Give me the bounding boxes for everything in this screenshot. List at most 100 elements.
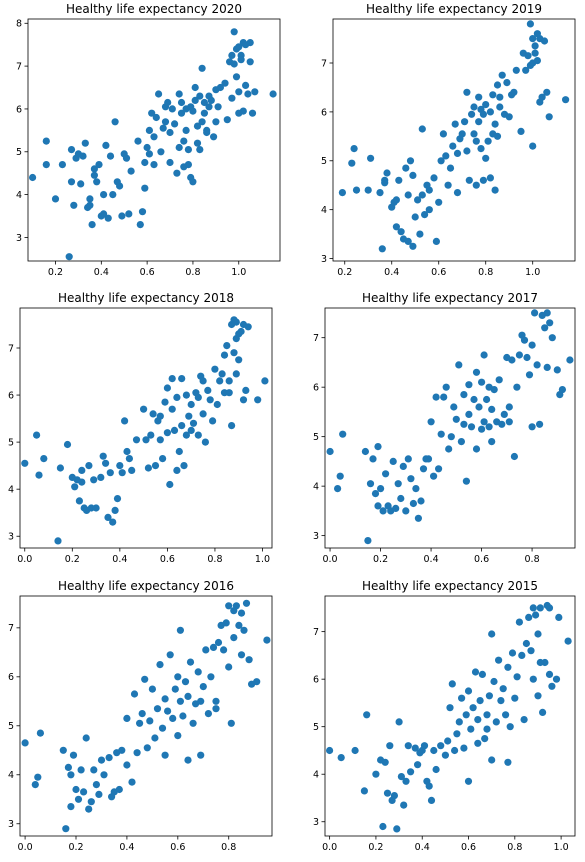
data-point <box>182 391 190 399</box>
data-point <box>140 405 148 413</box>
data-point <box>118 212 126 220</box>
data-point <box>189 419 198 427</box>
data-point <box>417 497 425 505</box>
data-point <box>63 440 72 449</box>
data-point <box>88 221 96 229</box>
data-point <box>425 186 433 194</box>
data-point <box>104 513 112 522</box>
data-point <box>448 680 456 688</box>
data-point <box>444 181 452 189</box>
data-point <box>28 173 37 182</box>
data-point <box>198 118 206 126</box>
data-point <box>461 118 469 126</box>
x-tick-label: 0.6 <box>474 554 489 565</box>
data-point <box>545 113 553 121</box>
data-point <box>361 447 369 456</box>
data-point <box>548 682 556 690</box>
data-point <box>540 37 549 45</box>
data-point <box>225 377 233 385</box>
data-point <box>102 141 110 149</box>
data-point <box>366 480 375 488</box>
data-point <box>85 805 93 813</box>
data-point <box>504 663 512 671</box>
plot-frame <box>324 307 576 549</box>
data-point <box>480 351 488 359</box>
data-point <box>529 142 537 150</box>
data-point <box>225 602 233 610</box>
data-point <box>191 96 199 104</box>
data-point <box>374 502 382 510</box>
data-point <box>147 431 155 439</box>
data-point <box>86 195 94 203</box>
data-point <box>204 386 212 394</box>
data-point <box>185 412 193 420</box>
y-tick-label: 3 <box>8 532 14 543</box>
data-points <box>326 309 574 545</box>
data-point <box>109 191 117 199</box>
data-point <box>171 685 179 693</box>
data-point <box>409 171 417 179</box>
data-point <box>432 393 440 401</box>
chart-panel-3: Healthy life expectancy 2017 0.0 0.2 0.4 0.6… <box>313 291 576 565</box>
data-point <box>145 150 153 158</box>
chart-title: Healthy life expectancy 2019 <box>366 2 542 16</box>
data-point <box>505 403 513 411</box>
data-point <box>496 103 504 111</box>
data-point <box>104 214 112 222</box>
data-point <box>478 425 486 433</box>
data-point <box>150 161 158 169</box>
data-point <box>543 363 551 371</box>
data-point <box>455 361 463 369</box>
data-point <box>409 242 417 250</box>
data-point <box>490 386 498 394</box>
data-point <box>158 724 167 732</box>
y-tick-label: 7 <box>313 333 319 344</box>
data-point <box>197 697 205 705</box>
x-tick-label: 0.6 <box>170 842 185 853</box>
x-tick-label: 0.2 <box>48 267 63 278</box>
data-point <box>184 146 192 154</box>
data-point <box>444 737 452 745</box>
data-point <box>460 420 468 428</box>
data-point <box>399 462 407 470</box>
data-point <box>191 83 199 92</box>
data-point <box>159 455 167 463</box>
data-point <box>111 118 119 126</box>
plot-frame <box>27 18 281 262</box>
data-point <box>122 154 131 162</box>
data-point <box>173 466 181 474</box>
data-point <box>109 518 117 526</box>
data-point <box>439 130 447 138</box>
data-point <box>369 455 377 463</box>
data-point <box>523 353 531 362</box>
y-tick-label: 4 <box>8 770 14 781</box>
data-point <box>82 734 90 742</box>
data-point <box>237 327 245 336</box>
y-tick-label: 8 <box>16 19 22 30</box>
data-point <box>425 782 433 790</box>
data-point <box>407 475 415 483</box>
data-point <box>392 504 400 512</box>
data-point <box>138 710 146 718</box>
data-point <box>409 499 417 508</box>
data-point <box>155 90 163 98</box>
data-point <box>67 803 75 811</box>
data-point <box>446 164 455 172</box>
data-point <box>493 81 502 89</box>
data-point <box>138 208 147 216</box>
data-point <box>209 643 218 652</box>
data-point <box>246 58 254 66</box>
data-point <box>214 638 223 647</box>
data-point <box>488 438 496 446</box>
data-point <box>464 777 473 785</box>
x-tick-label: 0.4 <box>415 842 430 853</box>
data-point <box>199 410 207 418</box>
data-point <box>483 725 491 733</box>
data-point <box>437 742 445 750</box>
data-point <box>432 237 440 245</box>
data-point <box>414 514 422 522</box>
data-point <box>177 98 186 107</box>
data-point <box>90 476 98 484</box>
data-point <box>235 621 243 630</box>
